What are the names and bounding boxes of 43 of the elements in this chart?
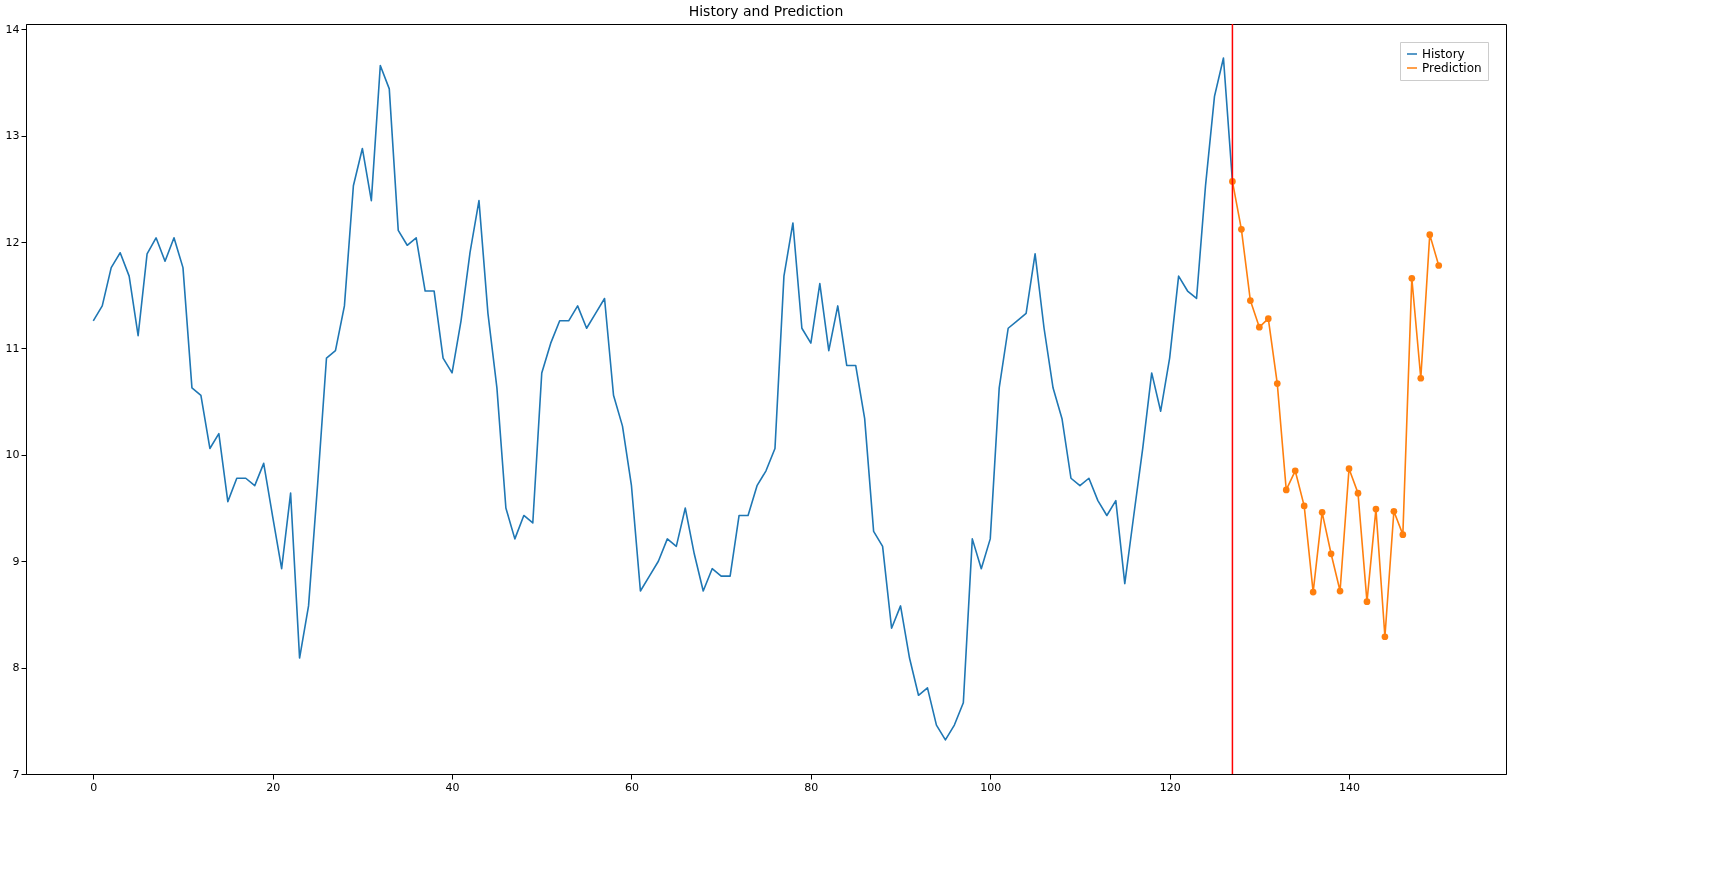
- x-tick-label: 40: [445, 780, 460, 794]
- point: [1363, 598, 1371, 606]
- point: [1435, 262, 1443, 269]
- point: [1300, 502, 1308, 510]
- x-tick-label: 140: [1339, 780, 1361, 794]
- point: [1282, 486, 1290, 494]
- point: [1408, 274, 1416, 282]
- point: [1273, 380, 1281, 387]
- point: [1255, 323, 1263, 331]
- point: [1345, 465, 1353, 473]
- point: [1372, 505, 1380, 513]
- x-tick-label: 0: [90, 780, 98, 794]
- point: [1426, 231, 1434, 238]
- y-tick-label: 11: [5, 341, 20, 355]
- point: [1354, 489, 1362, 497]
- x-tick-label: 120: [1159, 780, 1181, 794]
- x-tick-label: 60: [624, 780, 639, 794]
- x-tick-label: 80: [804, 780, 819, 794]
- point: [1327, 550, 1335, 558]
- legend-label: Prediction: [1422, 61, 1482, 75]
- y-tick-label: 14: [5, 22, 20, 36]
- point: [1336, 587, 1344, 595]
- point: [1390, 507, 1398, 515]
- y-tick-label: 7: [12, 767, 20, 781]
- y-tick-label: 10: [5, 448, 20, 462]
- point: [1381, 633, 1389, 641]
- y-tick-label: 12: [5, 235, 20, 249]
- point: [1247, 297, 1254, 304]
- chart-title: History and Prediction: [688, 3, 844, 20]
- line-series: [92, 57, 1234, 741]
- y-tick-label: 8: [12, 661, 20, 675]
- point: [1291, 467, 1299, 475]
- point: [1318, 508, 1326, 516]
- point: [1238, 225, 1245, 233]
- y-tick-label: 9: [12, 554, 20, 568]
- point: [1417, 374, 1425, 382]
- y-tick-label: 13: [5, 129, 20, 143]
- legend-label: History: [1422, 47, 1465, 61]
- x-tick-label: 20: [266, 780, 281, 794]
- x-tick-label: 100: [980, 780, 1002, 794]
- point: [1264, 315, 1272, 323]
- point: [1399, 531, 1407, 538]
- point: [1309, 588, 1317, 596]
